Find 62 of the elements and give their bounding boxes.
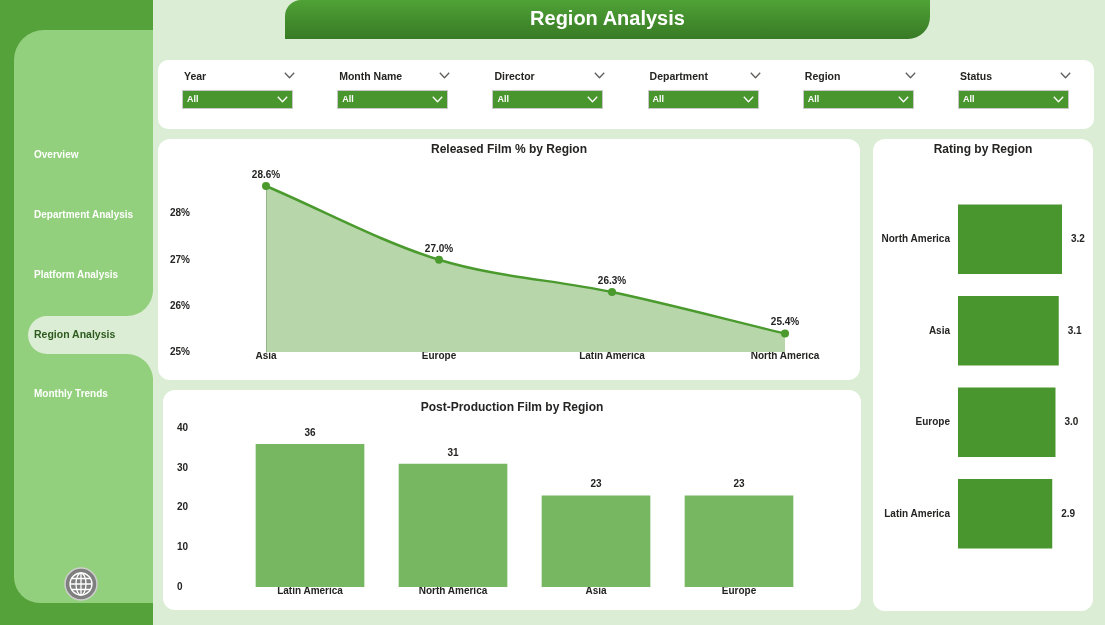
y-tick-label: 26% bbox=[170, 299, 191, 311]
text: Region Analysis bbox=[285, 0, 930, 36]
text: Monthly Trends bbox=[34, 388, 108, 401]
y-tick-label: 28% bbox=[170, 207, 191, 219]
data-label: 3.2 bbox=[1071, 233, 1086, 244]
point bbox=[435, 255, 443, 264]
dropdown-field: All bbox=[337, 90, 449, 109]
dropdown-field: All bbox=[492, 90, 604, 109]
dropdown-field: All bbox=[182, 90, 293, 109]
point bbox=[262, 182, 270, 190]
y-tick-label: Latin America bbox=[884, 507, 951, 519]
data-label: 3.1 bbox=[1067, 324, 1083, 336]
data-label: 2.9 bbox=[1061, 507, 1076, 519]
y-tick-label: 25% bbox=[170, 345, 191, 357]
y-tick-label: 40 bbox=[177, 421, 189, 433]
y-tick-label: Europe bbox=[915, 416, 951, 427]
y-tick-label: 27% bbox=[170, 253, 191, 265]
y-tick-label: North America bbox=[881, 233, 951, 244]
chart-title: Rating by Region bbox=[932, 141, 1034, 158]
bar bbox=[255, 443, 365, 587]
bar bbox=[541, 495, 651, 587]
data-label: 26.3% bbox=[597, 274, 627, 286]
text: Department bbox=[649, 70, 708, 83]
data-label: 25.4% bbox=[770, 316, 800, 328]
dropdown-field: All bbox=[802, 90, 914, 109]
text: Platform Analysis bbox=[34, 268, 119, 281]
y-tick-label: 0 bbox=[177, 580, 183, 592]
x-tick-label: Europe bbox=[721, 584, 757, 596]
data-label: 31 bbox=[447, 446, 459, 458]
x-tick-label: Latin America bbox=[579, 349, 646, 361]
y-tick-label: 10 bbox=[177, 541, 189, 552]
text: Department Analysis bbox=[34, 208, 134, 221]
y-tick-label: Asia bbox=[928, 324, 951, 336]
data-label: 23 bbox=[733, 478, 745, 490]
text: Overview bbox=[34, 149, 79, 161]
bar bbox=[684, 495, 794, 587]
text: Month Name bbox=[339, 70, 403, 83]
data-label: 36 bbox=[304, 426, 316, 438]
data-label: 3.0 bbox=[1064, 416, 1079, 427]
tab: Region Analysis bbox=[28, 292, 153, 378]
x-tick-label: Asia bbox=[255, 349, 277, 361]
data-label: 28.6% bbox=[251, 168, 281, 180]
x-tick-label: Asia bbox=[585, 584, 607, 596]
chart-title: Released Film % by Region bbox=[429, 141, 588, 158]
y-tick-label: 30 bbox=[177, 461, 189, 473]
data-label: 23 bbox=[590, 478, 602, 490]
x-tick-label: North America bbox=[418, 584, 488, 596]
y-tick-label: 20 bbox=[177, 501, 189, 513]
point bbox=[608, 288, 616, 297]
x-tick-label: North America bbox=[750, 349, 820, 361]
text: Year bbox=[184, 70, 207, 83]
x-tick-label: Europe bbox=[421, 349, 457, 361]
text: Director bbox=[494, 70, 535, 83]
text: Region bbox=[804, 70, 841, 83]
text: Status bbox=[960, 70, 993, 83]
data-label: 27.0% bbox=[424, 242, 454, 254]
dropdown-field: All bbox=[958, 90, 1069, 109]
x-tick-label: Latin America bbox=[277, 584, 344, 596]
dropdown-field: All bbox=[647, 90, 759, 109]
point bbox=[781, 329, 789, 338]
chart-title: Post-Production Film by Region bbox=[419, 399, 605, 416]
bar bbox=[398, 463, 508, 587]
